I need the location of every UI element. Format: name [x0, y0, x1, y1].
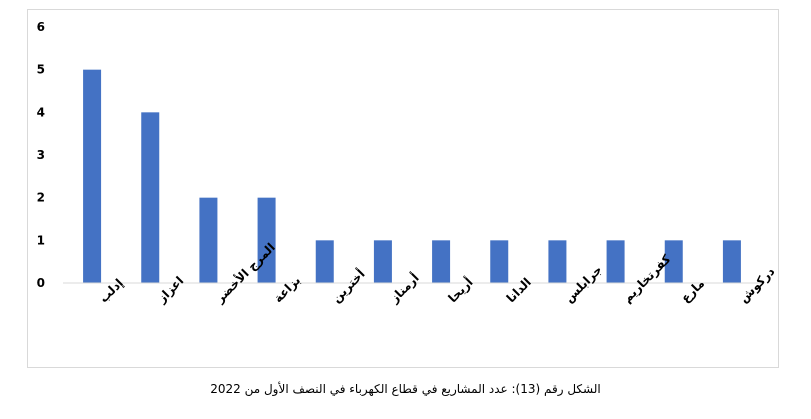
- y-tick-label: 2: [37, 191, 45, 205]
- bar: [490, 240, 509, 283]
- bar: [432, 240, 451, 283]
- figure-caption: الشكل رقم (13): عدد المشاريع في قطاع الك…: [210, 382, 601, 396]
- bar: [83, 69, 102, 283]
- bar: [315, 240, 334, 283]
- bars: [83, 69, 741, 283]
- y-tick-label: 4: [37, 105, 45, 119]
- bar: [664, 240, 683, 283]
- bar: [373, 240, 392, 283]
- bar: [257, 197, 276, 283]
- y-tick-label: 3: [37, 148, 45, 162]
- x-tick-label: بزاعة: [271, 273, 303, 305]
- y-axis-ticks: 0 1 2 3 4 5 6: [37, 20, 45, 290]
- x-tick-label: جرابلس: [562, 262, 605, 305]
- bar: [722, 240, 741, 283]
- y-tick-label: 5: [37, 63, 45, 77]
- bar: [606, 240, 625, 283]
- y-tick-label: 1: [37, 233, 45, 247]
- bar: [199, 197, 218, 283]
- y-tick-label: 6: [37, 20, 45, 34]
- x-tick-label: أخترين: [328, 266, 367, 305]
- bar: [548, 240, 567, 283]
- bar: [141, 112, 160, 283]
- x-tick-label: دركوش: [736, 264, 778, 306]
- y-tick-label: 0: [37, 276, 45, 290]
